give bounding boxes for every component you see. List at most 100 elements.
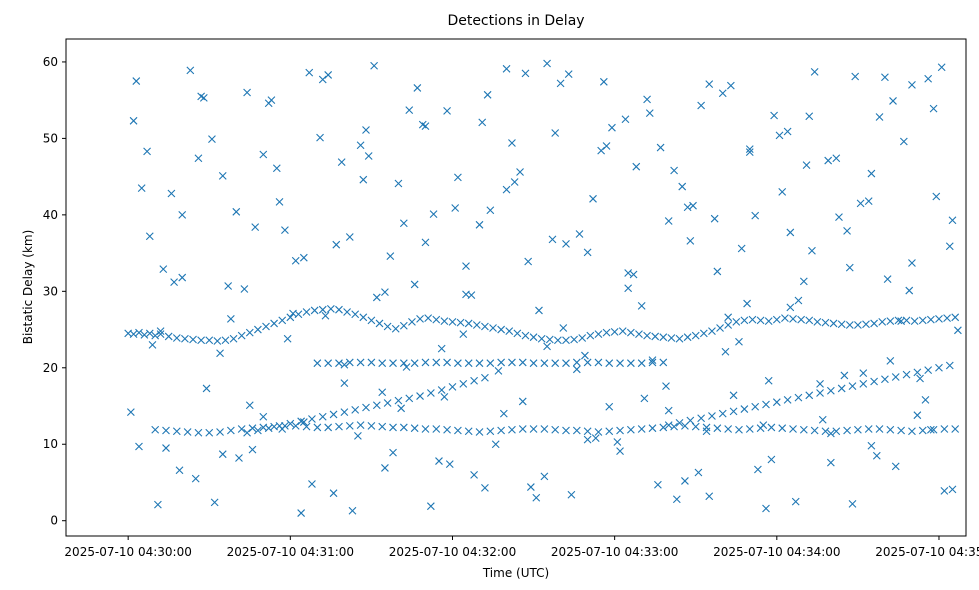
data-point xyxy=(670,422,678,431)
data-point xyxy=(499,409,508,418)
data-point xyxy=(867,169,876,178)
y-tick-label: 60 xyxy=(43,55,58,69)
data-point xyxy=(440,392,449,401)
data-point xyxy=(156,330,165,339)
data-point xyxy=(491,440,500,449)
data-point xyxy=(478,118,487,127)
data-point xyxy=(602,142,611,150)
data-point xyxy=(805,391,814,400)
data-point xyxy=(778,188,787,196)
data-point xyxy=(891,462,900,471)
data-point xyxy=(894,316,903,325)
data-point xyxy=(705,80,714,89)
data-point xyxy=(394,179,403,188)
data-point xyxy=(781,314,789,322)
data-point xyxy=(594,428,603,436)
data-point xyxy=(245,328,254,337)
data-point xyxy=(129,116,138,125)
data-point xyxy=(562,240,570,248)
data-point xyxy=(591,434,600,443)
data-point xyxy=(445,460,454,469)
data-point xyxy=(348,506,357,515)
data-point xyxy=(664,217,673,225)
data-point xyxy=(518,397,527,406)
data-point xyxy=(359,313,368,322)
data-point xyxy=(367,358,376,367)
data-point xyxy=(462,290,470,299)
data-point xyxy=(429,210,438,218)
data-point xyxy=(918,426,927,435)
data-point xyxy=(826,458,835,467)
data-point xyxy=(489,324,497,332)
data-point xyxy=(797,315,806,324)
data-point xyxy=(929,104,938,113)
data-point xyxy=(824,156,833,165)
data-point xyxy=(221,336,230,345)
data-point xyxy=(226,314,235,323)
data-point xyxy=(391,324,400,333)
data-point xyxy=(464,359,473,368)
data-point xyxy=(540,359,549,368)
data-point xyxy=(859,379,868,388)
data-point xyxy=(329,410,338,419)
data-point xyxy=(275,197,284,206)
data-point xyxy=(178,210,187,219)
data-point xyxy=(921,396,930,404)
data-point xyxy=(721,347,730,356)
data-point xyxy=(789,425,797,433)
chart-title: Detections in Delay xyxy=(447,13,584,29)
data-point xyxy=(551,359,560,368)
data-point xyxy=(529,359,538,368)
data-point xyxy=(389,423,397,432)
data-point xyxy=(337,158,346,166)
data-point xyxy=(129,330,138,339)
data-point xyxy=(513,329,522,338)
data-point xyxy=(848,499,857,508)
data-point xyxy=(416,314,424,323)
data-point xyxy=(402,363,411,371)
data-point xyxy=(191,474,200,483)
data-point xyxy=(167,189,176,198)
data-point xyxy=(308,480,316,488)
data-point xyxy=(178,273,187,282)
data-point xyxy=(345,358,354,367)
data-point xyxy=(370,61,378,70)
data-point xyxy=(762,504,770,513)
data-point xyxy=(675,418,684,427)
data-point xyxy=(818,415,827,424)
data-point xyxy=(313,423,322,432)
data-point xyxy=(518,358,527,367)
data-point xyxy=(510,178,519,186)
data-point xyxy=(918,316,927,325)
data-point xyxy=(935,314,943,323)
data-point xyxy=(791,497,800,506)
data-point xyxy=(618,327,627,335)
data-point xyxy=(572,365,581,374)
data-point xyxy=(362,403,370,412)
data-point xyxy=(381,464,389,472)
data-point xyxy=(740,405,749,413)
y-axis: 0 10 20 30 40 50 60 xyxy=(43,55,66,528)
data-point xyxy=(235,454,243,462)
data-point xyxy=(421,122,430,131)
data-point xyxy=(367,422,376,430)
data-point xyxy=(316,133,324,142)
data-point xyxy=(702,427,711,436)
data-point xyxy=(845,263,854,272)
data-point xyxy=(683,203,692,212)
data-point xyxy=(362,126,370,134)
data-point xyxy=(583,358,592,367)
data-point xyxy=(637,301,646,310)
data-point xyxy=(672,495,681,504)
data-point xyxy=(408,318,416,326)
y-tick-label: 40 xyxy=(43,208,58,222)
data-point xyxy=(135,442,143,451)
x-tick-label: 2025-07-10 04:32:00 xyxy=(389,545,516,559)
data-point xyxy=(426,389,435,397)
data-point xyxy=(297,509,306,517)
data-point xyxy=(126,408,135,417)
data-point xyxy=(264,424,273,433)
data-point xyxy=(529,425,538,433)
data-point xyxy=(389,359,397,368)
data-point xyxy=(413,84,422,92)
